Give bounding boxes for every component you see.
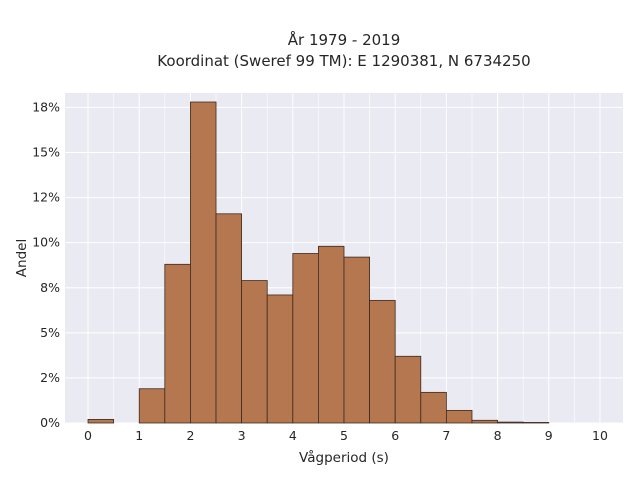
y-tick-label: 5% — [40, 325, 60, 340]
x-tick-label: 8 — [494, 428, 502, 443]
y-tick-label: 15% — [32, 145, 60, 160]
x-tick-label: 1 — [135, 428, 143, 443]
histogram-bar — [164, 263, 191, 424]
x-tick-label: 10 — [592, 428, 608, 443]
x-tick-label: 2 — [186, 428, 194, 443]
y-tick-label: 2% — [40, 370, 60, 385]
x-tick-label: 7 — [442, 428, 450, 443]
histogram-bar — [471, 419, 498, 424]
x-tick-label: 3 — [238, 428, 246, 443]
histogram-bar — [369, 299, 396, 424]
histogram-bar — [343, 256, 370, 424]
chart-title-line-1: År 1979 - 2019 — [288, 30, 401, 49]
histogram-bar — [292, 253, 319, 424]
chart-title-line-2: Koordinat (Sweref 99 TM): E 1290381, N 6… — [157, 52, 530, 70]
histogram-bars — [87, 101, 550, 424]
histogram-bar — [190, 101, 217, 424]
x-tick-label: 0 — [84, 428, 92, 443]
x-tick-label: 6 — [391, 428, 399, 443]
histogram-bar — [394, 355, 422, 424]
x-axis-label: Vågperiod (s) — [299, 449, 389, 466]
y-tick-label: 12% — [32, 190, 60, 205]
histogram-bar — [420, 391, 447, 424]
x-tick-label: 5 — [340, 428, 348, 443]
histogram-bar — [87, 418, 115, 424]
y-tick-label: 0% — [40, 415, 60, 430]
y-tick-label: 18% — [32, 99, 60, 114]
y-tick-label: 10% — [32, 235, 60, 250]
x-tick-label: 9 — [545, 428, 553, 443]
histogram-bar — [318, 245, 345, 424]
histogram-bar — [266, 294, 294, 424]
histogram-bar — [215, 213, 243, 424]
histogram-bar — [445, 409, 473, 424]
y-axis-ticks: 0% 2% 5% 8% 10% 12% 15% 18% — [32, 99, 60, 430]
histogram-bar — [522, 422, 550, 424]
x-tick-label: 4 — [289, 428, 297, 443]
histogram-bar — [138, 388, 166, 424]
x-axis-ticks: 0 1 2 3 4 5 6 7 8 9 10 — [84, 428, 608, 443]
y-tick-label: 8% — [40, 280, 60, 295]
histogram-bar — [241, 280, 268, 424]
histogram-bar — [497, 421, 524, 424]
y-axis-label: Andel — [14, 239, 30, 277]
